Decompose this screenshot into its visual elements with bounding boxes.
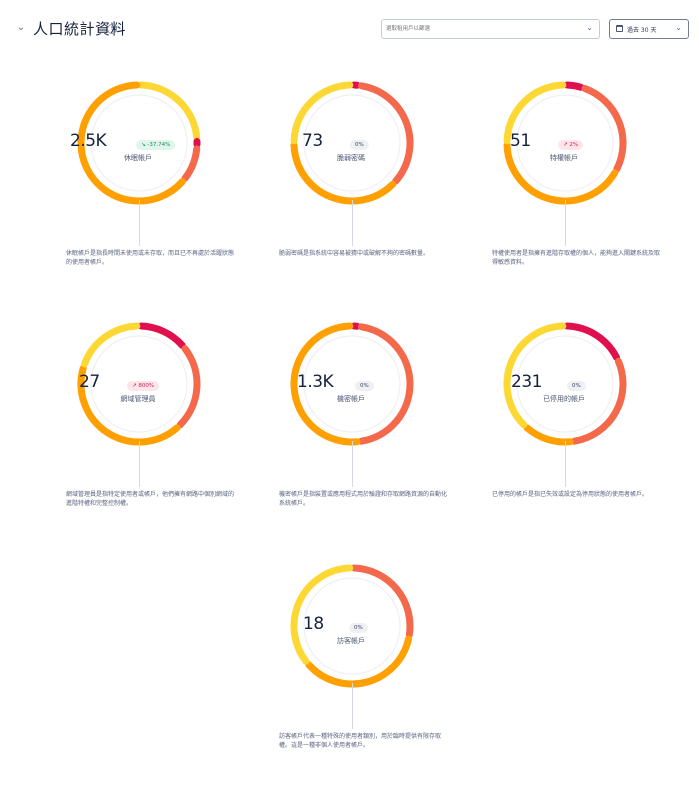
metric-card-disabled[interactable]: 231 0% 已停用的帳戶已停用的帳戶是指已失效或設定為停用狀態的使用者帳戶。 <box>454 303 674 543</box>
metric-description: 特權使用者是指擁有進階存取權的個人，能夠進入關鍵系統及取得敏感資料。 <box>492 249 662 267</box>
metric-label: 已停用的帳戶 <box>454 394 674 404</box>
donut-segment-amber[interactable] <box>527 428 570 442</box>
tenant-filter-dropdown[interactable]: ⌄ <box>381 19 600 39</box>
connector-line <box>352 200 353 246</box>
connector-line <box>139 200 140 246</box>
metric-description: 網域管理員是指特定使用者或帳戶，他們擁有網路中個別網域的進階特權和完整控制權。 <box>66 490 236 508</box>
change-badge: ↘ -37.74% <box>136 140 175 150</box>
donut-segment-yellow[interactable] <box>141 85 197 137</box>
change-badge: 0% <box>350 140 369 150</box>
donut-segment-coral[interactable] <box>361 86 410 181</box>
donut-segment-coral[interactable] <box>180 349 197 425</box>
connector-line <box>352 683 353 729</box>
metric-label: 網域管理員 <box>28 394 248 404</box>
metric-card-weak-password[interactable]: 73 0% 脆弱密碼脆弱密碼是指系統中容易被猜中或破解不夠的密碼數量。 <box>241 62 461 302</box>
date-range-label: 過去 30 天 <box>627 25 656 34</box>
donut-segment-crimson[interactable] <box>567 85 581 87</box>
metric-value: 27 <box>79 372 100 392</box>
chevron-down-icon: ⌄ <box>586 23 593 32</box>
section-header: ⌄ 人口統計資料 i ⌄ 過去 30 天 ⌄ <box>0 0 699 60</box>
info-icon[interactable]: i <box>107 24 117 34</box>
metric-card-guest[interactable]: 18 0% 訪客帳戶訪客帳戶代表一種特殊的使用者類別，用於臨時提供有限存取權。這是一… <box>241 545 461 785</box>
metric-value: 231 <box>511 372 542 392</box>
change-badge: 0% <box>349 623 368 633</box>
connector-line <box>565 200 566 246</box>
change-badge: 0% <box>567 381 586 391</box>
donut-chart-disabled <box>454 303 674 468</box>
metric-description: 休眠帳戶是指長時間未使用或未存取，而且已不再處於活躍狀態的使用者帳戶。 <box>66 249 236 267</box>
calendar-icon <box>616 25 623 32</box>
metric-value: 73 <box>302 131 323 151</box>
change-badge: ↗ 2% <box>558 140 583 150</box>
collapse-chevron-icon[interactable]: ⌄ <box>15 22 27 34</box>
change-value: 800% <box>138 383 154 389</box>
donut-segment-crimson[interactable] <box>141 326 182 345</box>
change-value: 0% <box>572 383 581 389</box>
change-value: 0% <box>354 625 363 631</box>
change-value: 0% <box>355 142 364 148</box>
tenant-filter-input[interactable] <box>384 22 578 36</box>
donut-segment-crimson[interactable] <box>567 326 616 357</box>
metric-label: 訪客帳戶 <box>241 636 461 646</box>
change-value: 0% <box>360 383 369 389</box>
metric-label: 特權帳戶 <box>454 153 674 163</box>
date-range-dropdown[interactable]: 過去 30 天 ⌄ <box>609 19 689 39</box>
metric-card-privileged[interactable]: 51 ↗ 2% 特權帳戶特權使用者是指擁有進階存取權的個人，能夠進入關鍵系統及取得敏… <box>454 62 674 302</box>
change-badge: ↗ 800% <box>127 381 159 391</box>
change-badge: 0% <box>355 381 374 391</box>
metric-value: 1.3K <box>297 372 333 392</box>
metric-label: 機密帳戶 <box>241 394 461 404</box>
metric-card-secret[interactable]: 1.3K 0% 機密帳戶機密帳戶是指裝置或應用程式用於驗證和存取網路資源的自動化系統… <box>241 303 461 543</box>
metric-label: 脆弱密碼 <box>241 153 461 163</box>
metric-label: 休眠帳戶 <box>28 153 248 163</box>
metric-description: 已停用的帳戶是指已失效或設定為停用狀態的使用者帳戶。 <box>492 490 662 499</box>
connector-line <box>139 441 140 487</box>
metric-value: 2.5K <box>70 131 106 151</box>
donut-chart-secret <box>241 303 461 468</box>
metric-value: 51 <box>510 131 531 151</box>
chevron-down-icon: ⌄ <box>675 23 682 32</box>
metric-value: 18 <box>303 614 324 634</box>
metric-description: 訪客帳戶代表一種特殊的使用者類別，用於臨時提供有限存取權。這是一種非個人使用者帳… <box>279 732 449 750</box>
metric-description: 脆弱密碼是指系統中容易被猜中或破解不夠的密碼數量。 <box>279 249 449 258</box>
metric-description: 機密帳戶是指裝置或應用程式用於驗證和存取網路資源的自動化系統帳戶。 <box>279 490 449 508</box>
connector-line <box>352 441 353 487</box>
metric-card-domain-admin[interactable]: 27 ↗ 800% 網域管理員網域管理員是指特定使用者或帳戶，他們擁有網路中個別網域… <box>28 303 248 543</box>
connector-line <box>565 441 566 487</box>
change-value: -37.74% <box>147 142 170 148</box>
metric-card-dormant[interactable]: 2.5K ↘ -37.74% 休眠帳戶休眠帳戶是指長時間未使用或未存取，而且已不再處… <box>28 62 248 302</box>
change-value: 2% <box>569 142 578 148</box>
